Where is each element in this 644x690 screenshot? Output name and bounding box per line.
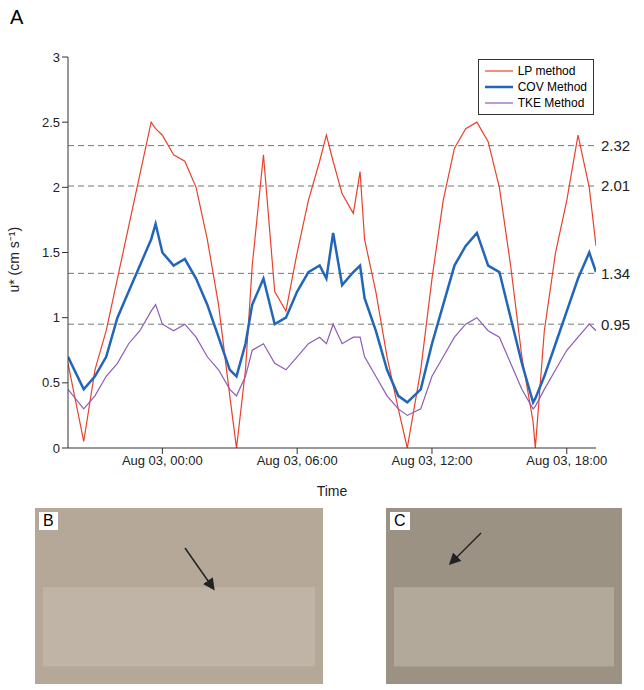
svg-text:2: 2 [53, 180, 60, 195]
svg-text:Time: Time [317, 483, 348, 499]
svg-text:Aug 03, 12:00: Aug 03, 12:00 [391, 453, 472, 468]
svg-text:2.32: 2.32 [601, 137, 630, 154]
html-text:COV Method: COV Method [517, 80, 587, 94]
svg-text:1.34: 1.34 [601, 265, 630, 282]
html-text:A: A [10, 6, 24, 28]
svg-text:1.5: 1.5 [42, 245, 60, 260]
svg-text:u* (cm s⁻¹): u* (cm s⁻¹) [6, 227, 22, 293]
svg-text:2.01: 2.01 [601, 177, 630, 194]
html-text:LP method: LP method [517, 64, 576, 78]
svg-text:2.5: 2.5 [42, 115, 60, 130]
html-text:C: C [394, 512, 406, 529]
svg-text:3: 3 [53, 50, 60, 65]
svg-text:Aug 03, 00:00: Aug 03, 00:00 [122, 453, 203, 468]
svg-text:Aug 03, 06:00: Aug 03, 06:00 [257, 453, 338, 468]
svg-text:0: 0 [53, 441, 60, 456]
svg-text:1: 1 [53, 310, 60, 325]
svg-text:Aug 03, 18:00: Aug 03, 18:00 [526, 453, 607, 468]
svg-text:0.5: 0.5 [42, 375, 60, 390]
svg-text:0.95: 0.95 [601, 316, 630, 333]
html-text:B: B [43, 512, 54, 529]
html-text:TKE Method: TKE Method [517, 96, 585, 110]
